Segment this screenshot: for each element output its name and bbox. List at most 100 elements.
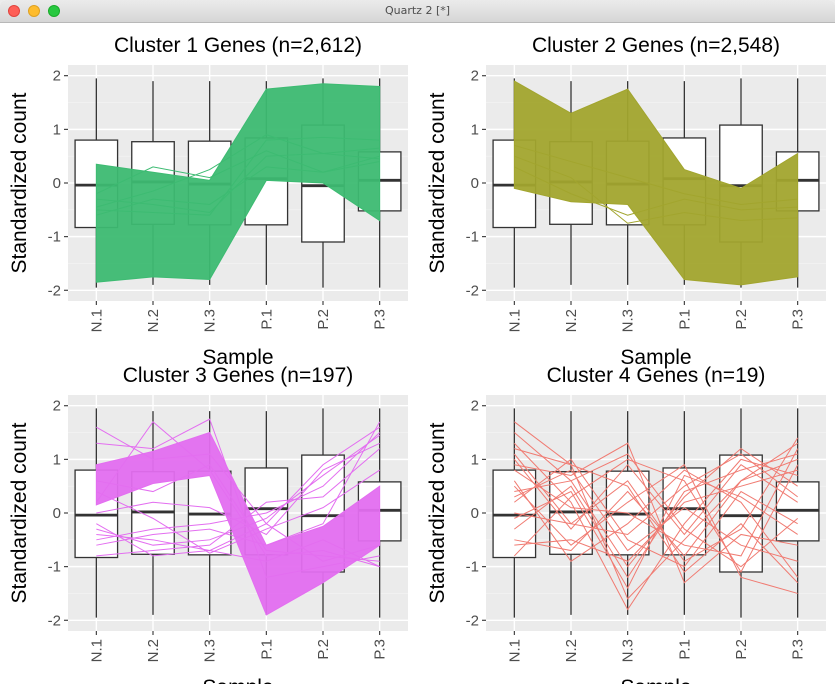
- y-tick-label: 2: [53, 68, 61, 85]
- gene-profile-line: [513, 463, 798, 594]
- y-axis-label: Standardized count: [8, 422, 31, 603]
- x-tick-label: P.2: [315, 639, 332, 660]
- y-tick-label: -2: [466, 612, 479, 629]
- gene-profile-line: [96, 150, 380, 195]
- gene-profile-line: [514, 469, 798, 562]
- chart-title: Cluster 4 Genes (n=19): [547, 364, 766, 387]
- x-tick-label: N.1: [88, 639, 105, 662]
- y-tick-label: 2: [471, 398, 479, 415]
- x-tick-label: N.2: [145, 309, 162, 332]
- x-tick-label: P.3: [372, 639, 389, 660]
- x-axis-label: Sample: [620, 676, 691, 684]
- gene-profile-line: [96, 152, 380, 214]
- gene-profile-line: [96, 161, 380, 216]
- x-tick-label: N.1: [88, 309, 105, 332]
- x-axis-label: Sample: [620, 346, 691, 369]
- gene-profile-line: [96, 464, 380, 562]
- faceted-cluster-plots: -2 -1 0 1 2 N.1 N.2 N.3 P.1 P.2 P.3 Cluster 1 Genes…: [8, 34, 826, 684]
- x-tick-label: N.2: [563, 309, 580, 332]
- gene-profile-line: [514, 458, 798, 557]
- gene-profile-line: [96, 434, 380, 546]
- x-tick-label: N.3: [202, 309, 219, 332]
- x-tick-label: N.1: [506, 309, 523, 332]
- x-tick-label: P.1: [258, 639, 275, 660]
- x-tick-label: N.2: [563, 639, 580, 662]
- gene-profile-line: [514, 453, 798, 535]
- x-tick-label: P.3: [790, 639, 807, 660]
- x-tick-label: N.3: [620, 309, 637, 332]
- x-tick-label: P.1: [258, 309, 275, 330]
- x-tick-label: P.1: [676, 639, 693, 660]
- y-tick-label: -1: [48, 229, 61, 246]
- y-tick-label: 0: [53, 505, 61, 522]
- x-tick-label: P.2: [733, 309, 750, 330]
- y-tick-label: 0: [471, 175, 479, 192]
- y-tick-label: 0: [471, 505, 479, 522]
- gene-profile-line: [513, 458, 799, 574]
- gene-profile-line: [514, 453, 798, 568]
- chart-panel-3: -2 -1 0 1 2 N.1 N.2 N.3 P.1 P.2 P.3 Cluster 3 Genes…: [8, 364, 408, 684]
- gene-profile-band: [95, 83, 381, 283]
- x-tick-label: P.3: [790, 309, 807, 330]
- y-tick-label: 0: [53, 175, 61, 192]
- gene-profile-line: [96, 136, 380, 216]
- gene-profile-line: [514, 144, 798, 205]
- x-tick-label: N.3: [202, 639, 219, 662]
- y-tick-label: 1: [471, 121, 479, 138]
- x-tick-label: N.3: [620, 639, 637, 662]
- x-tick-label: P.1: [676, 309, 693, 330]
- gene-profile-line: [96, 418, 380, 578]
- gene-profile-line: [96, 432, 381, 541]
- close-window-button[interactable]: [8, 5, 20, 17]
- gene-profile-line: [514, 448, 799, 584]
- x-tick-label: P.3: [372, 309, 389, 330]
- gene-profile-line: [96, 523, 380, 568]
- y-tick-label: -1: [466, 559, 479, 576]
- gene-profile-line: [96, 469, 380, 554]
- gene-profile-line: [514, 453, 798, 579]
- gene-profile-line: [96, 134, 380, 208]
- window-title: Quartz 2 [*]: [384, 4, 451, 17]
- y-axis-label: Standardized count: [8, 92, 31, 273]
- gene-profile-line: [514, 166, 798, 216]
- gene-profile-line: [513, 442, 798, 611]
- x-tick-label: P.2: [733, 639, 750, 660]
- chart-panel-4: -2 -1 0 1 2 N.1 N.2 N.3 P.1 P.2 P.3 Cluster 4 Genes…: [426, 364, 826, 684]
- x-axis-label: Sample: [202, 346, 273, 369]
- x-tick-label: P.2: [315, 309, 332, 330]
- gene-profile-line: [96, 421, 381, 546]
- y-tick-label: 2: [53, 398, 61, 415]
- chart-panel-1: -2 -1 0 1 2 N.1 N.2 N.3 P.1 P.2 P.3 Cluster 1 Genes…: [8, 34, 408, 369]
- gene-profile-band: [513, 80, 799, 286]
- chart-title: Cluster 3 Genes (n=197): [123, 364, 354, 387]
- y-tick-label: -2: [466, 282, 479, 299]
- x-axis-label: Sample: [202, 676, 273, 684]
- x-tick-label: N.2: [145, 639, 162, 662]
- minimize-window-button[interactable]: [28, 5, 40, 17]
- gene-profile-line: [96, 426, 380, 562]
- chart-title: Cluster 1 Genes (n=2,612): [114, 34, 362, 57]
- y-tick-label: -2: [48, 282, 61, 299]
- gene-profile-line: [513, 437, 799, 562]
- y-tick-label: 1: [53, 451, 61, 468]
- chart-panel-2: -2 -1 0 1 2 N.1 N.2 N.3 P.1 P.2 P.3 Cluster 2 Genes…: [426, 34, 826, 369]
- window-titlebar: Quartz 2 [*]: [0, 0, 835, 23]
- gene-profile-line: [514, 458, 798, 568]
- gene-profile-line: [96, 442, 380, 536]
- gene-profile-line: [514, 442, 798, 584]
- chart-title: Cluster 2 Genes (n=2,548): [532, 34, 780, 57]
- x-tick-label: N.1: [506, 639, 523, 662]
- gene-profile-line: [513, 469, 799, 578]
- gene-profile-line: [96, 448, 380, 557]
- box-iqr: [719, 454, 763, 573]
- boxplot-P.2: [719, 408, 763, 618]
- gene-profile-line: [514, 155, 798, 224]
- y-tick-label: 1: [53, 121, 61, 138]
- y-tick-label: 1: [471, 451, 479, 468]
- gene-profile-line: [514, 421, 798, 600]
- y-tick-label: 2: [471, 68, 479, 85]
- zoom-window-button[interactable]: [48, 5, 60, 17]
- y-tick-label: -1: [466, 229, 479, 246]
- gene-profile-line: [95, 421, 380, 568]
